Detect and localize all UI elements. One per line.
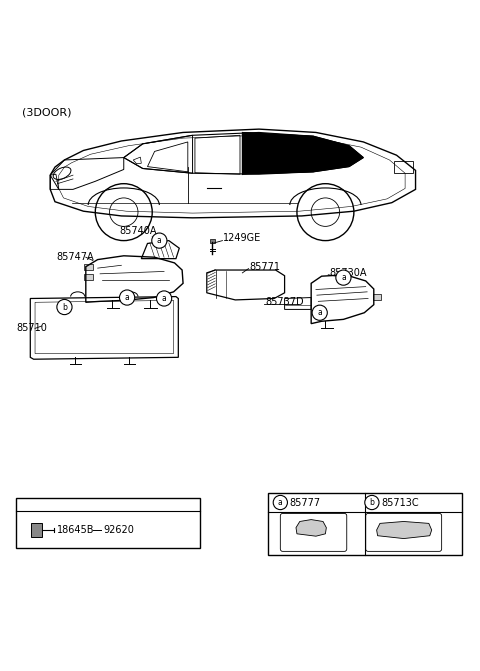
Circle shape — [312, 305, 327, 320]
Circle shape — [156, 291, 172, 306]
Text: b: b — [62, 303, 67, 311]
Bar — [31, 523, 42, 537]
Circle shape — [273, 495, 288, 509]
Bar — [84, 264, 93, 270]
Text: a: a — [317, 308, 322, 317]
Text: 85747A: 85747A — [56, 252, 94, 262]
Text: 1249GE: 1249GE — [223, 233, 262, 243]
Text: a: a — [125, 293, 130, 302]
Text: 85740A: 85740A — [119, 226, 157, 236]
Bar — [210, 239, 215, 243]
Bar — [84, 274, 93, 280]
Circle shape — [336, 270, 351, 285]
Text: a: a — [162, 294, 167, 303]
Bar — [16, 499, 200, 548]
Text: 85710: 85710 — [16, 323, 47, 333]
Circle shape — [57, 299, 72, 315]
Text: 85737D: 85737D — [265, 297, 304, 307]
Text: 18645B: 18645B — [57, 525, 95, 535]
Text: 85713C: 85713C — [382, 497, 419, 507]
Bar — [394, 162, 413, 173]
Bar — [267, 493, 462, 555]
Circle shape — [120, 290, 135, 305]
Text: 85777: 85777 — [289, 497, 321, 507]
Text: 85730A: 85730A — [329, 268, 367, 278]
Bar — [373, 294, 382, 300]
Circle shape — [152, 233, 167, 248]
Text: a: a — [278, 498, 283, 507]
Text: a: a — [341, 273, 346, 282]
Text: a: a — [157, 236, 162, 245]
FancyBboxPatch shape — [280, 513, 347, 552]
Polygon shape — [242, 132, 363, 174]
Polygon shape — [242, 132, 313, 174]
Text: 92620: 92620 — [103, 525, 134, 535]
Text: b: b — [370, 498, 374, 507]
Text: (3DOOR): (3DOOR) — [22, 108, 71, 118]
FancyBboxPatch shape — [366, 513, 442, 552]
Polygon shape — [296, 519, 326, 536]
Text: 85771: 85771 — [250, 262, 280, 272]
Polygon shape — [133, 157, 141, 164]
Circle shape — [365, 495, 379, 509]
Polygon shape — [377, 521, 432, 539]
